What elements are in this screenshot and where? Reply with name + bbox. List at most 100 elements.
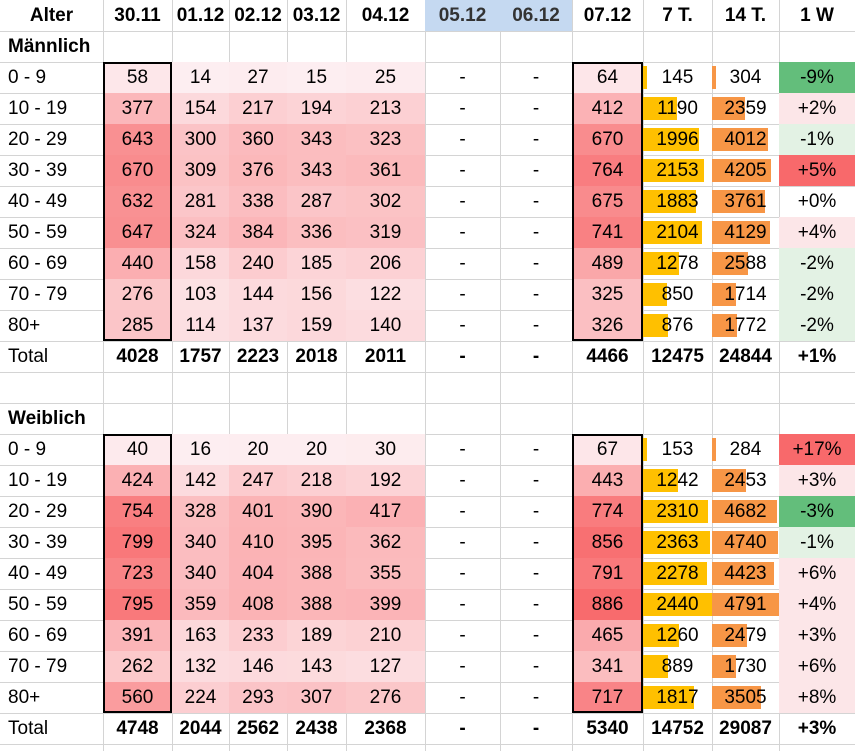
daily-case-cell-value: 247 <box>242 469 274 491</box>
daily-case-cell: 247 <box>229 465 287 496</box>
daily-case-cell: 143 <box>287 651 346 682</box>
daily-case-cell: 376 <box>229 155 287 186</box>
age-group-label: 30 - 39 <box>0 155 103 186</box>
daily-case-cell: 489 <box>572 248 643 279</box>
daily-case-cell-value: 64 <box>596 66 619 88</box>
daily-case-cell-value: - <box>532 562 540 584</box>
sum-7-days-cell-value: 850 <box>661 283 694 305</box>
age-group-label: 10 - 19 <box>0 93 103 124</box>
gridline-vertical <box>779 0 780 751</box>
sum-14-days-cell: 4423 <box>712 558 779 589</box>
total-cell: 5340 <box>572 713 643 744</box>
header-date-value: 05.12 <box>438 4 487 26</box>
sum-14-days-cell-value: 2359 <box>724 97 767 119</box>
age-group-label-value: 30 - 39 <box>8 531 68 553</box>
daily-case-cell: 795 <box>103 589 172 620</box>
age-group-label-value: 0 - 9 <box>8 66 47 88</box>
daily-case-cell: 390 <box>287 496 346 527</box>
daily-case-cell-value: 307 <box>300 686 333 708</box>
total-14-days: 24844 <box>712 341 779 372</box>
daily-case-cell: 343 <box>287 155 346 186</box>
total-cell-value: 2018 <box>295 345 338 367</box>
total-cell: 2223 <box>229 341 287 372</box>
daily-case-cell: 20 <box>287 434 346 465</box>
daily-case-cell: 210 <box>346 620 425 651</box>
daily-case-cell: 276 <box>103 279 172 310</box>
weekly-change-cell-value: +3% <box>797 469 837 491</box>
daily-case-cell-value: - <box>532 624 540 646</box>
databar-7-days <box>643 469 679 492</box>
sum-7-days-cell-value: 1190 <box>657 97 698 119</box>
sum-14-days-cell-value: 4129 <box>724 221 767 243</box>
header-date: 07.12 <box>572 0 643 31</box>
daily-case-cell: 25 <box>346 62 425 93</box>
gridline-horizontal <box>0 155 855 156</box>
daily-case-cell: - <box>500 682 572 713</box>
daily-case-cell: - <box>500 620 572 651</box>
daily-case-cell-value: 25 <box>374 66 397 88</box>
total-cell: 2438 <box>287 713 346 744</box>
daily-case-cell: 717 <box>572 682 643 713</box>
sum-7-days-cell: 876 <box>643 310 712 341</box>
daily-case-cell: - <box>425 124 500 155</box>
daily-case-cell: 764 <box>572 155 643 186</box>
daily-case-cell-value: 560 <box>121 686 154 708</box>
total-7-days: 12475 <box>643 341 712 372</box>
daily-case-cell: 14 <box>172 62 229 93</box>
daily-case-cell-value: 632 <box>121 190 154 212</box>
daily-case-cell: 103 <box>172 279 229 310</box>
daily-case-cell-value: - <box>532 314 540 336</box>
total-7-days: 14752 <box>643 713 712 744</box>
daily-case-cell-value: 156 <box>300 283 333 305</box>
sum-7-days-cell-value: 1260 <box>656 624 699 646</box>
daily-case-cell-value: 206 <box>369 252 402 274</box>
header-alter-value: Alter <box>29 4 74 26</box>
sum-7-days-cell-value: 145 <box>661 66 694 88</box>
total-cell: - <box>425 713 500 744</box>
daily-case-cell-value: 192 <box>369 469 402 491</box>
daily-case-cell-value: 67 <box>596 438 619 460</box>
daily-case-cell-value: 341 <box>591 655 624 677</box>
daily-case-cell: 443 <box>572 465 643 496</box>
header-date: 30.11 <box>103 0 172 31</box>
daily-case-cell-value: 302 <box>369 190 402 212</box>
daily-case-cell: 233 <box>229 620 287 651</box>
databar-7-days <box>643 686 695 709</box>
sum-7-days-cell-value: 1996 <box>656 128 699 150</box>
daily-case-cell: 440 <box>103 248 172 279</box>
daily-case-cell: 154 <box>172 93 229 124</box>
daily-case-cell-value: 359 <box>184 593 217 615</box>
gridline-vertical <box>172 0 173 751</box>
sum-7-days-cell-value: 2310 <box>656 500 699 522</box>
sum-14-days-cell: 3505 <box>712 682 779 713</box>
weekly-change-cell-value: +4% <box>797 593 837 615</box>
sum-14-days-cell-value: 4205 <box>724 159 767 181</box>
total-cell: 2562 <box>229 713 287 744</box>
daily-case-cell: - <box>425 248 500 279</box>
sum-14-days-cell: 4205 <box>712 155 779 186</box>
sum-14-days-cell-value: 304 <box>729 66 762 88</box>
daily-case-cell: 360 <box>229 124 287 155</box>
daily-case-cell-value: - <box>459 531 466 553</box>
age-group-label-value: 80+ <box>8 314 41 336</box>
sum-7-days-cell: 1190 <box>643 93 712 124</box>
sum-7-days-cell-value: 2278 <box>656 562 699 584</box>
sum-7-days-cell-value: 1242 <box>656 469 699 491</box>
daily-case-cell-value: - <box>532 438 540 460</box>
daily-case-cell-value: 281 <box>184 190 217 212</box>
total-cell: 2044 <box>172 713 229 744</box>
header-date: 02.12 <box>229 0 287 31</box>
databar-14-days <box>712 314 737 337</box>
daily-case-cell-value: - <box>532 128 540 150</box>
daily-case-cell: 276 <box>346 682 425 713</box>
daily-case-cell: 670 <box>103 155 172 186</box>
sum-14-days-cell-value: 2479 <box>724 624 767 646</box>
daily-case-cell: - <box>425 310 500 341</box>
daily-case-cell-value: 293 <box>242 686 274 708</box>
age-group-label: 80+ <box>0 310 103 341</box>
header-date-value: 02.12 <box>234 4 282 26</box>
gridline-horizontal <box>0 434 855 435</box>
age-group-label-value: 30 - 39 <box>8 159 68 181</box>
daily-case-cell: 643 <box>103 124 172 155</box>
weekly-change-cell: +8% <box>779 682 855 713</box>
